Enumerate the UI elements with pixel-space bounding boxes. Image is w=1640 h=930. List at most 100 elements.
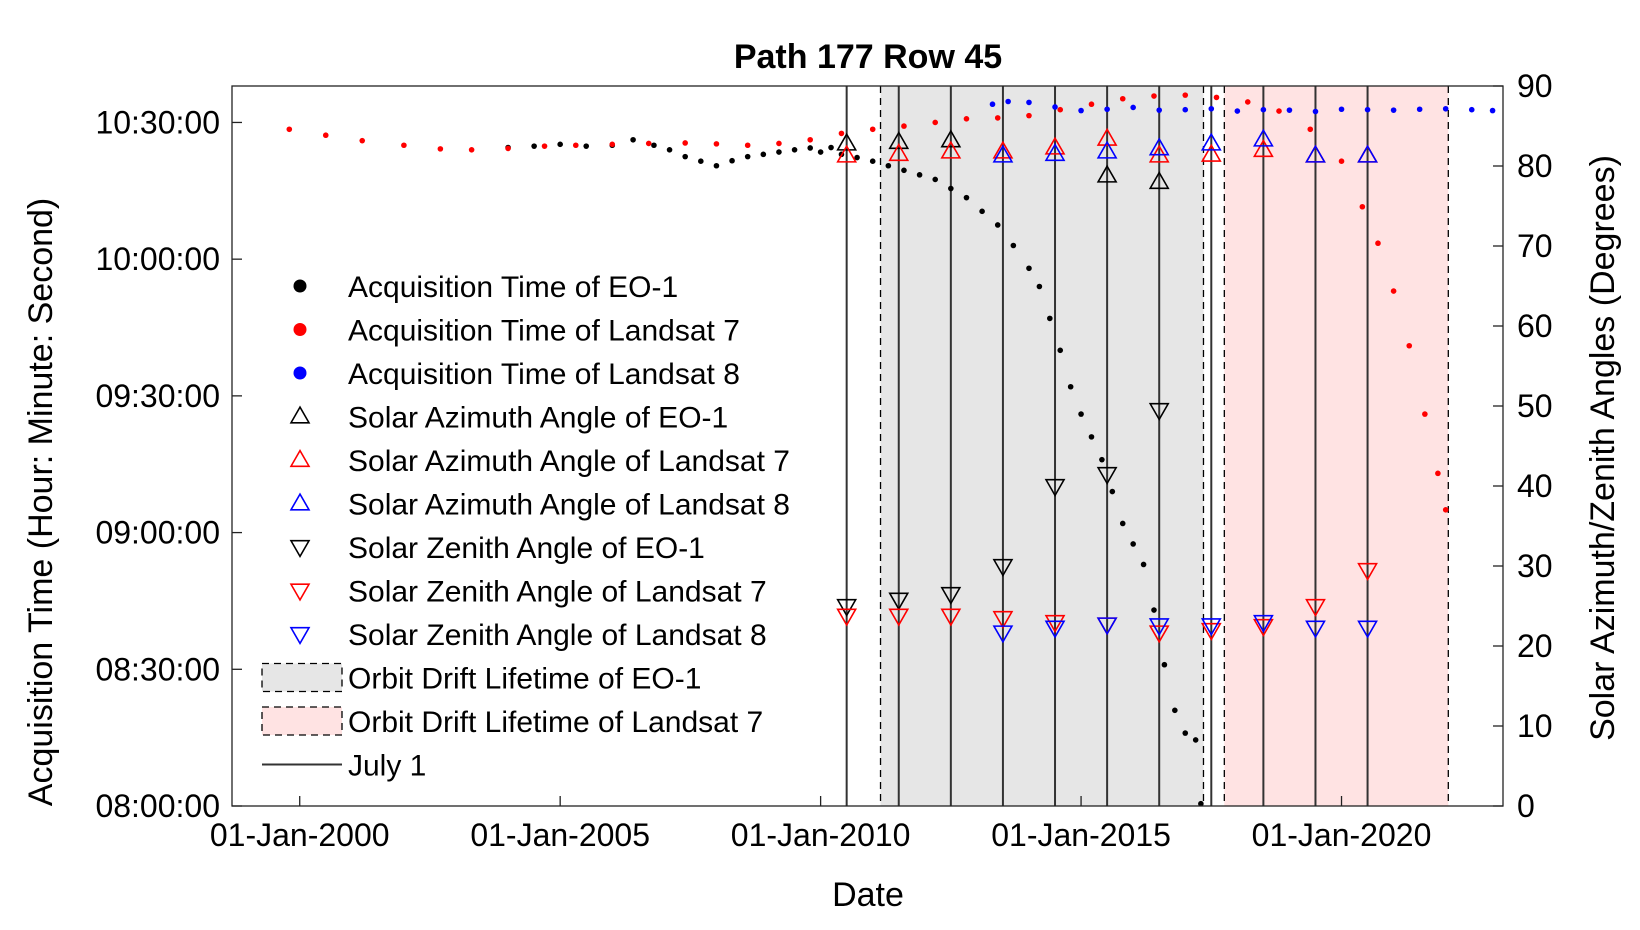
data-point (1096, 466, 1118, 486)
data-point (1010, 242, 1017, 249)
data-point (682, 153, 688, 160)
data-point (1192, 737, 1199, 743)
data-point (1182, 730, 1189, 736)
data-point (1156, 107, 1163, 113)
legend-triangle-icon (289, 492, 311, 511)
data-point (505, 145, 511, 152)
data-point (744, 153, 751, 160)
data-point (1375, 240, 1381, 247)
data-point (1390, 288, 1397, 294)
data-point (401, 142, 407, 149)
data-point (1357, 144, 1378, 163)
data-point (1253, 618, 1274, 638)
data-point (1208, 105, 1215, 112)
data-point (1067, 383, 1074, 390)
data-point (1057, 347, 1064, 354)
x-axis-label: Date (832, 876, 904, 914)
data-point (322, 132, 329, 139)
data-point (791, 146, 798, 153)
data-point (698, 158, 704, 164)
legend-triangle-icon (289, 448, 311, 468)
data-point (989, 101, 996, 108)
data-point (713, 141, 720, 147)
legend-label: Solar Azimuth Angle of Landsat 7 (348, 445, 790, 478)
data-point (776, 140, 782, 147)
legend: Acquisition Time of EO-1 Acquisition Time… (261, 271, 790, 783)
legend-triangle-icon (289, 539, 311, 559)
data-point (1182, 92, 1189, 98)
data-point (1213, 94, 1220, 101)
data-point (1096, 127, 1118, 146)
data-point (1151, 607, 1157, 613)
axes: 01-Jan-2000 01-Jan-2005 01-Jan-2010 01-Jan-… (95, 68, 1552, 853)
data-point (807, 136, 814, 143)
data-point (1130, 104, 1136, 111)
data-point (630, 136, 636, 143)
data-point (1119, 520, 1126, 527)
x-tick-label: 01-Jan-2015 (991, 817, 1171, 853)
data-point (1172, 707, 1178, 714)
data-point (1148, 402, 1170, 422)
data-point (1036, 283, 1043, 290)
y-left-tick-label: 09:00:00 (95, 515, 220, 551)
data-point (1200, 622, 1222, 642)
data-point (583, 143, 590, 149)
data-point (1026, 112, 1032, 119)
data-point (1044, 478, 1066, 498)
data-point (776, 149, 782, 155)
data-point (1044, 614, 1066, 634)
data-point (1104, 106, 1110, 113)
data-point (888, 592, 910, 611)
y-right-tick-label: 10 (1517, 708, 1553, 744)
y-right-tick-label: 0 (1517, 788, 1535, 824)
data-point (682, 140, 688, 146)
legend-label: Acquisition Time of Landsat 7 (348, 315, 740, 348)
y-right-tick-label: 30 (1517, 548, 1553, 584)
data-point (1200, 618, 1222, 637)
data-point (1253, 138, 1274, 158)
data-point (940, 140, 962, 159)
data-point (901, 167, 907, 174)
data-point (1390, 107, 1397, 113)
shaded-region (1224, 86, 1449, 806)
data-point (1276, 108, 1282, 114)
legend-label: Acquisition Time of Landsat 8 (348, 358, 740, 391)
x-tick-label: 01-Jan-2020 (1252, 817, 1432, 853)
data-point (1468, 106, 1475, 113)
data-point (468, 146, 475, 153)
legend-patch-icon (261, 706, 343, 736)
data-point (1148, 170, 1170, 190)
data-point (1088, 101, 1095, 108)
data-point (1026, 265, 1032, 272)
data-point (1305, 144, 1326, 163)
data-point (744, 142, 751, 149)
y-right-tick-label: 40 (1517, 468, 1553, 504)
data-point (1416, 106, 1423, 113)
chart-title: Path 177 Row 45 (734, 38, 1002, 76)
data-point (1307, 126, 1314, 133)
data-point (1312, 108, 1319, 115)
data-point (1200, 132, 1222, 151)
data-point (1489, 107, 1496, 114)
data-point (286, 126, 293, 133)
y-left-tick-label: 09:30:00 (95, 378, 220, 414)
data-point (932, 176, 939, 183)
data-point (888, 608, 910, 627)
data-point (1182, 106, 1189, 113)
data-point (1047, 315, 1053, 322)
data-point (609, 141, 616, 148)
data-point (1253, 128, 1274, 147)
data-point (760, 151, 767, 158)
plot-frame (231, 85, 1504, 807)
data-point (1338, 106, 1345, 113)
data-point (994, 115, 1001, 121)
data-point (1305, 620, 1326, 639)
legend-label: Solar Zenith Angle of Landsat 8 (348, 619, 767, 652)
legend-label: Solar Azimuth Angle of EO-1 (348, 402, 728, 435)
x-tick-label: 01-Jan-2000 (210, 817, 390, 853)
y-right-tick-label: 20 (1517, 628, 1553, 664)
data-point (1148, 618, 1170, 637)
y-left-tick-label: 08:00:00 (95, 788, 220, 824)
data-point (992, 558, 1014, 578)
